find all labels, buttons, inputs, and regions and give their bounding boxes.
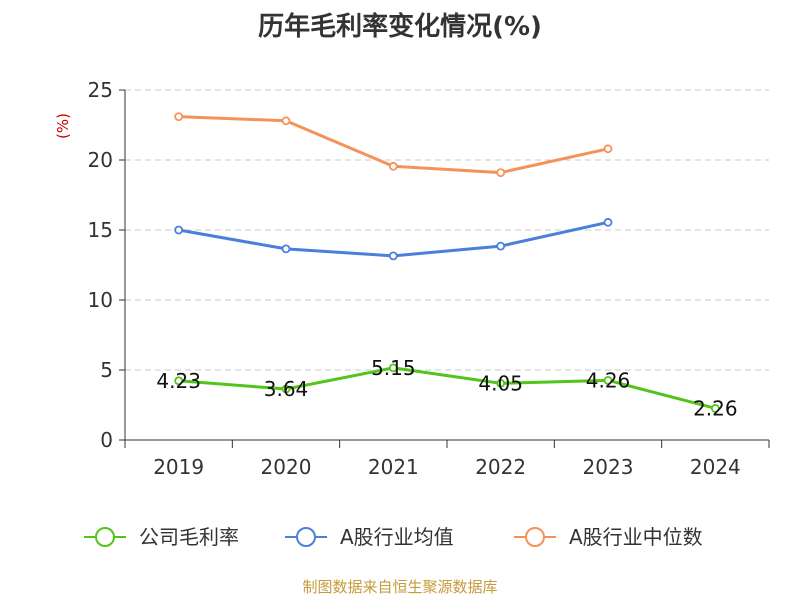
legend-item-0[interactable]: 公司毛利率 bbox=[84, 525, 239, 549]
y-tick-label: 25 bbox=[88, 78, 113, 102]
data-point bbox=[496, 241, 506, 251]
legend-label: A股行业均值 bbox=[340, 525, 454, 549]
series-group: 4.23 3.64 5.15 4.05 4.26 2.26 bbox=[156, 112, 738, 420]
data-point bbox=[496, 168, 506, 178]
data-point bbox=[603, 144, 613, 154]
data-label: 4.05 bbox=[478, 371, 523, 395]
data-label: 4.23 bbox=[156, 369, 201, 393]
y-tick-label: 5 bbox=[100, 358, 113, 382]
legend-label: 公司毛利率 bbox=[139, 525, 239, 549]
y-tick-label: 20 bbox=[88, 148, 113, 172]
x-tick-label: 2019 bbox=[153, 455, 204, 479]
x-tick-label: 2023 bbox=[583, 455, 634, 479]
data-point bbox=[603, 217, 613, 227]
x-tick-label: 2020 bbox=[261, 455, 312, 479]
legend-label: A股行业中位数 bbox=[569, 525, 703, 549]
data-point bbox=[710, 403, 720, 413]
legend-marker bbox=[296, 527, 316, 547]
series-1 bbox=[174, 217, 613, 261]
data-point bbox=[281, 384, 291, 394]
data-point bbox=[603, 375, 613, 385]
data-label: 2.26 bbox=[693, 396, 738, 420]
data-point bbox=[281, 244, 291, 254]
axes: 0 5 10 15 20 25 2019 2020 2021 2022 2023 2024 bbox=[88, 78, 770, 479]
y-tick-label: 0 bbox=[100, 428, 113, 452]
gridlines bbox=[125, 89, 769, 371]
data-label: 5.15 bbox=[371, 356, 416, 380]
data-point bbox=[174, 112, 184, 121]
data-point bbox=[388, 363, 398, 373]
y-tick-label: 10 bbox=[88, 288, 113, 312]
data-point bbox=[174, 225, 184, 235]
x-tick-label: 2022 bbox=[475, 455, 526, 479]
series-0: 4.23 3.64 5.15 4.05 4.26 2.26 bbox=[156, 356, 737, 420]
series-line bbox=[178, 220, 609, 258]
data-point bbox=[281, 116, 291, 126]
data-label: 3.64 bbox=[264, 377, 309, 401]
x-tick-label: 2024 bbox=[690, 455, 741, 479]
x-tick-label: 2021 bbox=[368, 455, 419, 479]
series-line bbox=[178, 366, 716, 410]
legend[interactable]: 公司毛利率 A股行业均值 A股行业中位数 bbox=[84, 525, 703, 549]
data-point bbox=[388, 161, 398, 171]
legend-marker bbox=[525, 527, 545, 547]
legend-item-1[interactable]: A股行业均值 bbox=[285, 525, 454, 549]
chart-title: 历年毛利率变化情况(%) bbox=[258, 11, 542, 42]
series-2 bbox=[174, 112, 613, 178]
legend-item-2[interactable]: A股行业中位数 bbox=[514, 525, 703, 549]
data-point bbox=[388, 251, 398, 261]
data-label: 4.26 bbox=[586, 368, 631, 392]
data-point bbox=[496, 378, 506, 388]
y-tick-label: 15 bbox=[88, 218, 113, 242]
legend-marker bbox=[95, 527, 115, 547]
y-axis-label: (%) bbox=[54, 113, 72, 139]
data-point bbox=[174, 376, 184, 386]
source-note: 制图数据来自恒生聚源数据库 bbox=[302, 578, 497, 596]
